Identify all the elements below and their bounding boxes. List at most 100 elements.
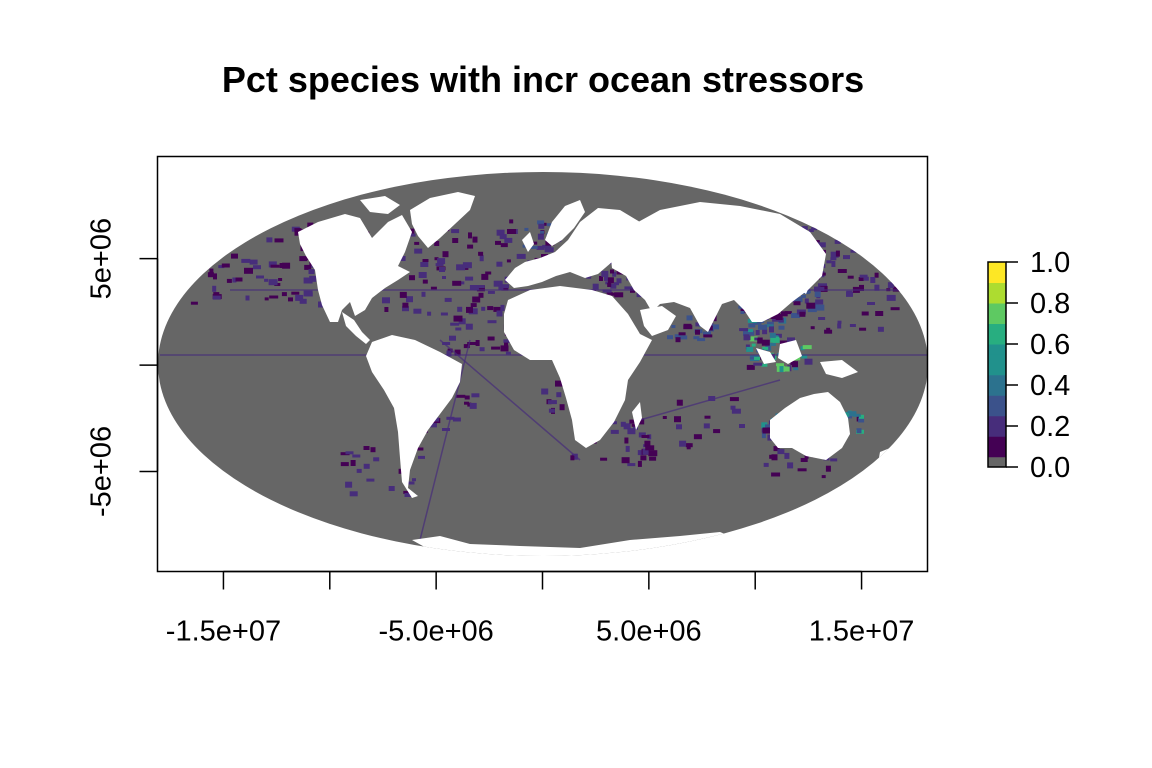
stressor-cell xyxy=(739,424,745,428)
stressor-cell xyxy=(304,264,312,270)
stressor-cell xyxy=(662,416,667,419)
stressor-cell xyxy=(765,424,771,428)
x-tick-label: -5.0e+06 xyxy=(378,616,493,648)
stressor-cell xyxy=(614,292,624,298)
stressor-cell xyxy=(830,251,839,258)
chart-title: Pct species with incr ocean stressors xyxy=(222,59,864,100)
stressor-cell xyxy=(467,342,477,345)
stressor-cell xyxy=(787,337,795,344)
stressor-cell xyxy=(676,399,683,406)
stressor-cell xyxy=(762,427,772,434)
stressor-cell xyxy=(491,346,501,350)
stressor-cell xyxy=(442,251,449,258)
stressor-cell xyxy=(487,336,495,341)
stressor-cell xyxy=(288,297,293,302)
land-arabia xyxy=(640,306,676,336)
stressor-cell xyxy=(307,222,314,228)
stressor-cell xyxy=(487,290,495,294)
stressor-cell xyxy=(761,339,770,346)
stressor-cell xyxy=(350,460,356,466)
stressor-cell xyxy=(540,230,544,234)
stressor-cell xyxy=(444,297,452,302)
stressor-cell xyxy=(299,256,308,262)
legend-swatch xyxy=(988,446,1006,458)
stressor-cell xyxy=(757,338,763,344)
stressor-cell xyxy=(370,447,376,453)
stressor-cell xyxy=(221,263,230,268)
stressor-cell xyxy=(766,342,776,346)
stressor-cell xyxy=(674,334,681,339)
legend-tick-label: 0.4 xyxy=(1030,370,1070,402)
stressor-cell xyxy=(605,281,611,285)
stressor-cell xyxy=(504,342,508,348)
shipping-lane xyxy=(419,339,471,541)
stressor-cell xyxy=(404,493,414,497)
stressor-cell xyxy=(291,291,300,295)
stressor-cell xyxy=(858,417,865,423)
stressor-cell xyxy=(624,286,634,290)
stressor-cell xyxy=(450,322,460,326)
stressor-cell xyxy=(787,462,794,469)
stressor-cell xyxy=(693,434,702,440)
stressor-cell xyxy=(799,311,806,317)
stressor-cell xyxy=(454,349,461,356)
stressor-cell xyxy=(704,415,711,419)
stressor-cell xyxy=(509,219,514,224)
stressor-cell xyxy=(874,272,879,278)
stressor-cell xyxy=(856,428,862,434)
stressor-cell xyxy=(212,295,221,300)
legend-tick-label: 1.0 xyxy=(1030,247,1070,279)
stressor-cell xyxy=(631,423,638,427)
stressor-cell xyxy=(496,261,503,267)
legend-swatch xyxy=(988,313,1006,324)
stressor-cell xyxy=(500,284,509,289)
stressor-cell xyxy=(253,265,261,270)
stressor-cell xyxy=(352,454,361,458)
shipping-lane xyxy=(639,379,781,421)
stressor-cell xyxy=(607,277,614,284)
stressor-cell xyxy=(693,336,700,340)
stressor-cell xyxy=(209,268,214,273)
y-axis: -5e+06 5e+06 xyxy=(86,218,159,517)
stressor-cell xyxy=(804,454,809,459)
stressor-cell xyxy=(892,286,901,292)
legend-swatch xyxy=(988,374,1006,386)
stressor-cell xyxy=(421,291,426,297)
stressor-cell xyxy=(683,325,693,330)
stressor-cell xyxy=(249,259,258,265)
land-north-america xyxy=(298,214,412,322)
stressor-cell xyxy=(516,253,526,259)
stressor-cell xyxy=(536,245,545,250)
stressor-cell xyxy=(638,432,646,438)
stressor-cell xyxy=(232,277,237,283)
stressor-cell xyxy=(599,276,603,281)
stressor-cell xyxy=(623,423,631,430)
stressor-cell xyxy=(453,315,463,322)
stressor-cell xyxy=(800,346,805,351)
stressor-cell xyxy=(769,326,774,333)
stressor-cell xyxy=(834,239,841,244)
stressor-cell xyxy=(604,274,608,281)
stressor-cell xyxy=(256,275,264,279)
land-scandinavia xyxy=(545,200,585,246)
stressor-cell xyxy=(778,317,784,323)
stressor-cell xyxy=(830,458,838,462)
stressor-cell xyxy=(778,325,785,330)
stressor-cell xyxy=(402,306,409,312)
stressor-cell xyxy=(620,421,626,427)
land-greenland xyxy=(410,192,475,248)
stressor-cell xyxy=(464,395,470,400)
stressor-cell xyxy=(610,429,619,434)
stressor-cell xyxy=(270,264,280,268)
stressor-cell xyxy=(556,392,562,398)
stressor-cell xyxy=(640,455,647,461)
stressor-cell xyxy=(708,396,716,401)
stressor-cell xyxy=(496,229,505,236)
land-masses xyxy=(298,192,890,556)
stressor-cell xyxy=(442,428,450,431)
stressor-cell xyxy=(345,481,353,488)
stressor-cell xyxy=(806,290,811,294)
stressor-cell xyxy=(462,262,472,269)
stressor-cell xyxy=(402,302,409,308)
stressor-cell xyxy=(384,307,389,312)
